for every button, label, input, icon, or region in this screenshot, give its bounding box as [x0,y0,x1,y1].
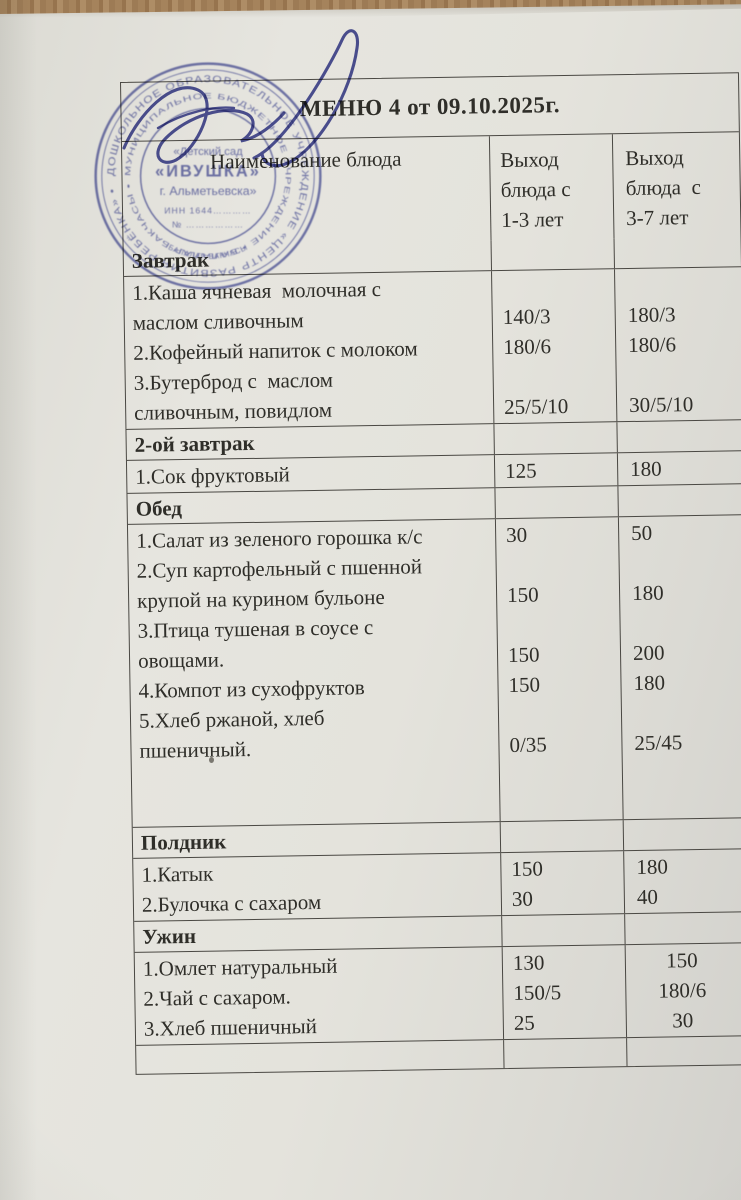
signature-stroke-3 [156,106,236,130]
signature-stroke-2 [252,29,360,168]
stamp-center-line: «ИВУШКА» [155,163,261,181]
ink-speck [209,757,214,763]
signature-stroke-1 [122,86,286,164]
stamp-center-text: «Детский сад«ИВУШКА»г. Альметьевска»ИНН … [155,146,261,230]
official-round-stamp: ДОШКОЛЬНОЕ ОБРАЗОВАТЕЛЬНОЕ УЧРЕЖДЕНИЕ «Ц… [94,62,322,290]
stamp-outer-circle-2 [101,69,315,283]
stamp-outer-circle [94,62,322,290]
stamp-center-line: ИНН 1644………… [164,205,251,215]
stamp-center-line: № ……………… [172,220,244,230]
stamp-center-line: г. Альметьевска» [160,184,257,198]
handwritten-signature [122,29,360,168]
